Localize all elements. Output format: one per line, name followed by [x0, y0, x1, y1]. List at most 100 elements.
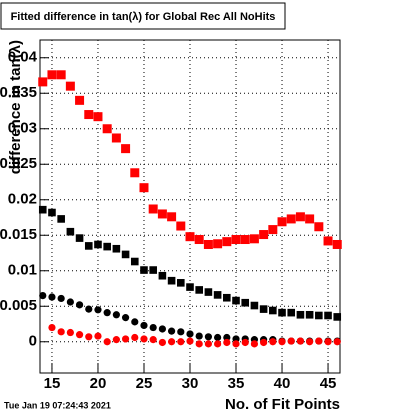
point [94, 332, 102, 340]
point [259, 230, 269, 240]
point [157, 209, 167, 219]
point [149, 336, 157, 344]
x-tick-label: 35 [228, 375, 245, 392]
point [94, 240, 102, 249]
point [177, 338, 185, 346]
point [324, 311, 332, 320]
point [286, 214, 296, 224]
point [195, 340, 203, 348]
point [306, 338, 314, 346]
point [38, 205, 47, 214]
point [56, 70, 66, 80]
point [112, 311, 120, 319]
point [249, 234, 259, 244]
point [38, 77, 48, 87]
point [185, 232, 195, 242]
point [194, 235, 204, 245]
point [112, 244, 121, 253]
point [84, 242, 93, 250]
point [203, 239, 213, 249]
point [131, 333, 139, 342]
point [240, 235, 250, 245]
point [332, 239, 342, 249]
point [259, 305, 268, 313]
point [57, 215, 65, 223]
point [186, 330, 194, 338]
point [278, 308, 286, 317]
point [214, 340, 222, 348]
point [85, 305, 93, 313]
x-axis-label: No. of Fit Points [225, 396, 340, 413]
point [148, 204, 158, 214]
point [295, 212, 305, 222]
point [102, 124, 112, 134]
point [149, 266, 157, 274]
x-tick-label: 20 [90, 375, 107, 392]
point [167, 327, 176, 335]
point [232, 340, 240, 348]
point [75, 331, 84, 339]
point [315, 337, 323, 345]
point [167, 212, 177, 222]
point [277, 217, 287, 227]
point [269, 306, 277, 315]
point [213, 291, 222, 299]
point [75, 95, 85, 105]
y-tick-label: 0.005 [0, 297, 37, 314]
point [103, 309, 111, 317]
point [158, 325, 166, 333]
point [223, 338, 231, 347]
point [287, 308, 296, 317]
point [260, 338, 268, 347]
point [94, 306, 102, 314]
point [241, 338, 249, 347]
point [48, 293, 56, 301]
point [177, 328, 185, 336]
point [231, 235, 241, 245]
y-tick-label: 0 [29, 333, 37, 350]
y-tick-label: 0.015 [0, 226, 37, 243]
y-tick-label: 0.02 [8, 191, 37, 208]
y-tick-label: 0.035 [0, 84, 37, 101]
point [223, 293, 231, 302]
point [130, 257, 139, 266]
point [85, 333, 93, 341]
point [57, 294, 65, 303]
point [176, 221, 186, 231]
point [65, 81, 75, 91]
point [250, 301, 259, 310]
point [186, 283, 194, 291]
point [66, 227, 75, 236]
x-tick-label: 30 [182, 375, 199, 392]
point [232, 335, 240, 343]
point [305, 310, 314, 319]
point [103, 242, 111, 251]
point [48, 208, 56, 217]
point [112, 336, 120, 344]
point [149, 323, 157, 332]
point [241, 298, 250, 307]
point [278, 338, 286, 346]
point [75, 234, 84, 242]
point [47, 70, 57, 80]
x-tick-label: 15 [44, 375, 61, 392]
point [324, 338, 332, 346]
point [186, 337, 194, 345]
point [103, 338, 111, 346]
point [333, 313, 342, 321]
point [93, 112, 103, 122]
point [204, 333, 213, 341]
point [268, 225, 278, 235]
point [48, 323, 56, 332]
point [315, 311, 323, 320]
point [195, 332, 203, 340]
point [121, 314, 130, 322]
point [250, 340, 259, 348]
y-tick-label: 0.04 [8, 49, 38, 66]
point [167, 338, 176, 346]
point [39, 292, 47, 300]
point [130, 168, 140, 178]
y-tick-label: 0.01 [8, 262, 37, 279]
point [232, 296, 240, 305]
